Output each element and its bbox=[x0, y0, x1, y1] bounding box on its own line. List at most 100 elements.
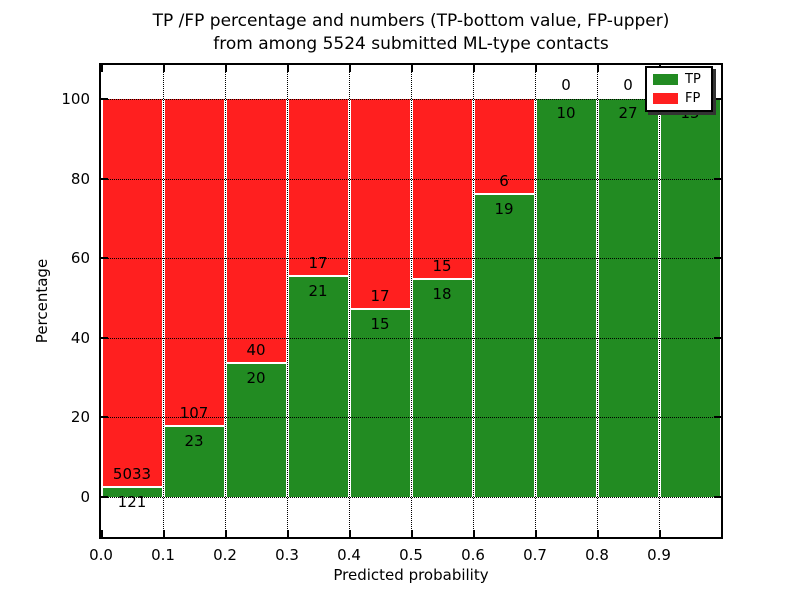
fp-count-label-4: 17 bbox=[370, 287, 390, 305]
y-tick-label-0: 0 bbox=[80, 488, 90, 506]
ytick-left-60 bbox=[101, 257, 108, 259]
gridline-x-5 bbox=[411, 65, 412, 537]
fp-count-label-8: 0 bbox=[623, 76, 633, 94]
xtick-top-0 bbox=[101, 65, 103, 72]
xtick-bottom-3 bbox=[287, 530, 289, 537]
x-tick-label-0.1: 0.1 bbox=[151, 546, 175, 564]
tp-count-label-6: 19 bbox=[494, 200, 514, 218]
bar-segment-fp-4 bbox=[350, 99, 410, 308]
bar-segment-tp-9 bbox=[660, 99, 720, 497]
bar-segment-tp-5 bbox=[412, 280, 472, 497]
tp-count-label-8: 27 bbox=[618, 104, 638, 122]
ytick-left-20 bbox=[101, 416, 108, 418]
y-tick-label-80: 80 bbox=[70, 170, 90, 188]
xtick-bottom-9 bbox=[659, 530, 661, 537]
gridline-x-2 bbox=[225, 65, 226, 537]
x-axis-label: Predicted probability bbox=[333, 566, 489, 584]
x-tick-label-0.5: 0.5 bbox=[399, 546, 423, 564]
gridline-x-1 bbox=[163, 65, 164, 537]
tp-count-label-7: 10 bbox=[556, 104, 576, 122]
ytick-right-40 bbox=[714, 337, 721, 339]
xtick-top-7 bbox=[535, 65, 537, 72]
ytick-right-0 bbox=[714, 496, 721, 498]
ytick-left-80 bbox=[101, 178, 108, 180]
xtick-bottom-7 bbox=[535, 530, 537, 537]
x-tick-label-0.2: 0.2 bbox=[213, 546, 237, 564]
bar-segment-fp-3 bbox=[288, 99, 348, 275]
fp-count-label-0: 5033 bbox=[112, 465, 152, 483]
bar-segment-fp-1 bbox=[164, 99, 224, 425]
bar-segment-tp-2 bbox=[226, 364, 286, 497]
tp-swatch-icon bbox=[653, 74, 678, 85]
y-tick-label-40: 40 bbox=[70, 329, 90, 347]
xtick-top-2 bbox=[225, 65, 227, 72]
x-tick-label-0.3: 0.3 bbox=[275, 546, 299, 564]
xtick-bottom-4 bbox=[349, 530, 351, 537]
chart-title-line2: from among 5524 submitted ML-type contac… bbox=[213, 34, 609, 54]
fp-count-label-6: 6 bbox=[499, 172, 509, 190]
ytick-left-0 bbox=[101, 496, 108, 498]
xtick-bottom-5 bbox=[411, 530, 413, 537]
y-tick-label-100: 100 bbox=[61, 90, 90, 108]
xtick-top-6 bbox=[473, 65, 475, 72]
tp-count-label-3: 21 bbox=[308, 282, 328, 300]
ytick-left-40 bbox=[101, 337, 108, 339]
bar-segment-tp-4 bbox=[350, 310, 410, 497]
fp-count-label-3: 17 bbox=[308, 254, 328, 272]
x-tick-label-0.0: 0.0 bbox=[89, 546, 113, 564]
chart-title: TP /FP percentage and numbers (TP-bottom… bbox=[61, 10, 761, 56]
legend-item-tp: TP bbox=[653, 73, 705, 86]
x-tick-label-0.4: 0.4 bbox=[337, 546, 361, 564]
xtick-top-3 bbox=[287, 65, 289, 72]
legend: TP FP bbox=[645, 66, 713, 112]
tp-count-label-1: 23 bbox=[184, 432, 204, 450]
legend-label-fp: FP bbox=[685, 91, 701, 106]
tp-count-label-4: 15 bbox=[370, 315, 390, 333]
bar-segment-tp-7 bbox=[536, 99, 596, 497]
gridline-x-9 bbox=[659, 65, 660, 537]
x-tick-label-0.6: 0.6 bbox=[461, 546, 485, 564]
x-tick-label-0.8: 0.8 bbox=[585, 546, 609, 564]
bar-segment-tp-3 bbox=[288, 277, 348, 497]
ytick-right-60 bbox=[714, 257, 721, 259]
plot-inner: 5033121107234020172117151518619010027015 bbox=[101, 65, 721, 537]
bar-segment-fp-2 bbox=[226, 99, 286, 362]
y-tick-label-60: 60 bbox=[70, 249, 90, 267]
fp-swatch-icon bbox=[653, 93, 678, 104]
fp-count-label-5: 15 bbox=[432, 257, 452, 275]
fp-count-label-7: 0 bbox=[561, 76, 571, 94]
legend-item-fp: FP bbox=[653, 92, 705, 105]
xtick-top-5 bbox=[411, 65, 413, 72]
plot-area: 5033121107234020172117151518619010027015 bbox=[99, 63, 723, 539]
xtick-top-1 bbox=[163, 65, 165, 72]
legend-label-tp: TP bbox=[685, 72, 701, 87]
tp-count-label-0: 121 bbox=[117, 493, 147, 511]
ytick-right-20 bbox=[714, 416, 721, 418]
fp-count-label-1: 107 bbox=[179, 404, 209, 422]
xtick-bottom-8 bbox=[597, 530, 599, 537]
gridline-x-4 bbox=[349, 65, 350, 537]
x-tick-label-0.9: 0.9 bbox=[647, 546, 671, 564]
tp-count-label-2: 20 bbox=[246, 369, 266, 387]
bar-segment-fp-5 bbox=[412, 99, 472, 278]
gridline-x-8 bbox=[597, 65, 598, 537]
xtick-bottom-0 bbox=[101, 530, 103, 537]
ytick-right-80 bbox=[714, 178, 721, 180]
bar-segment-fp-0 bbox=[102, 99, 162, 486]
bar-segment-tp-1 bbox=[164, 427, 224, 497]
xtick-top-8 bbox=[597, 65, 599, 72]
ytick-right-100 bbox=[714, 98, 721, 100]
bar-segment-tp-6 bbox=[474, 195, 534, 497]
y-tick-label-20: 20 bbox=[70, 408, 90, 426]
fp-count-label-2: 40 bbox=[246, 341, 266, 359]
xtick-bottom-1 bbox=[163, 530, 165, 537]
bar-segment-tp-0 bbox=[102, 488, 162, 497]
chart-title-line1: TP /FP percentage and numbers (TP-bottom… bbox=[152, 11, 670, 31]
xtick-bottom-2 bbox=[225, 530, 227, 537]
gridline-x-7 bbox=[535, 65, 536, 537]
x-tick-label-0.7: 0.7 bbox=[523, 546, 547, 564]
ytick-left-100 bbox=[101, 98, 108, 100]
gridline-x-3 bbox=[287, 65, 288, 537]
xtick-bottom-6 bbox=[473, 530, 475, 537]
